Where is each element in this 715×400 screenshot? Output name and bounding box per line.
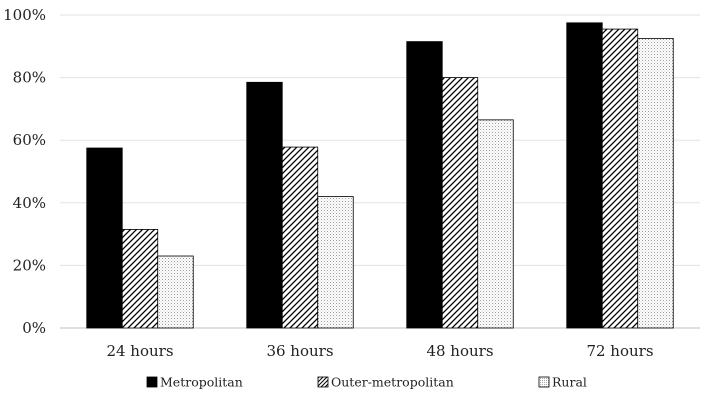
y-tick-label: 60%: [13, 131, 46, 149]
bar-outer-metropolitan-4: [601, 28, 639, 329]
legend-label: Outer-metropolitan: [331, 375, 454, 390]
x-category-label: 36 hours: [266, 342, 333, 360]
y-tick-label: 0%: [22, 319, 46, 337]
bar-outer-metropolitan-1: [121, 229, 159, 329]
legend-swatch: [317, 376, 329, 388]
x-category-label: 24 hours: [106, 342, 173, 360]
x-category-label: 72 hours: [586, 342, 653, 360]
y-tick-label: 80%: [13, 69, 46, 87]
bar-rural-2: [317, 196, 354, 329]
y-tick-label: 20%: [13, 256, 46, 274]
bars: [86, 22, 674, 329]
legend: Metropolitan Outer-metropolitan Rural: [146, 375, 587, 390]
bar-outer-metropolitan-2: [281, 146, 319, 329]
x-category-label: 48 hours: [426, 342, 493, 360]
legend-label: Rural: [552, 375, 587, 390]
bar-rural-1: [157, 255, 194, 329]
bar-metropolitan-4: [566, 22, 603, 329]
y-axis-ticks: 0% 20% 40% 60% 80% 100%: [3, 6, 46, 337]
x-axis-categories: 24 hours 36 hours 48 hours 72 hours: [106, 342, 653, 360]
legend-label: Metropolitan: [160, 375, 243, 390]
bar-metropolitan-1: [86, 147, 123, 329]
y-tick-label: 40%: [13, 194, 46, 212]
bar-rural-4: [637, 38, 674, 329]
bar-outer-metropolitan-3: [441, 77, 479, 329]
bar-rural-3: [477, 119, 514, 329]
bar-metropolitan-2: [246, 81, 283, 329]
legend-swatch: [146, 376, 158, 388]
legend-swatch: [538, 376, 550, 388]
y-tick-label: 100%: [3, 6, 46, 24]
bar-metropolitan-3: [406, 41, 443, 329]
